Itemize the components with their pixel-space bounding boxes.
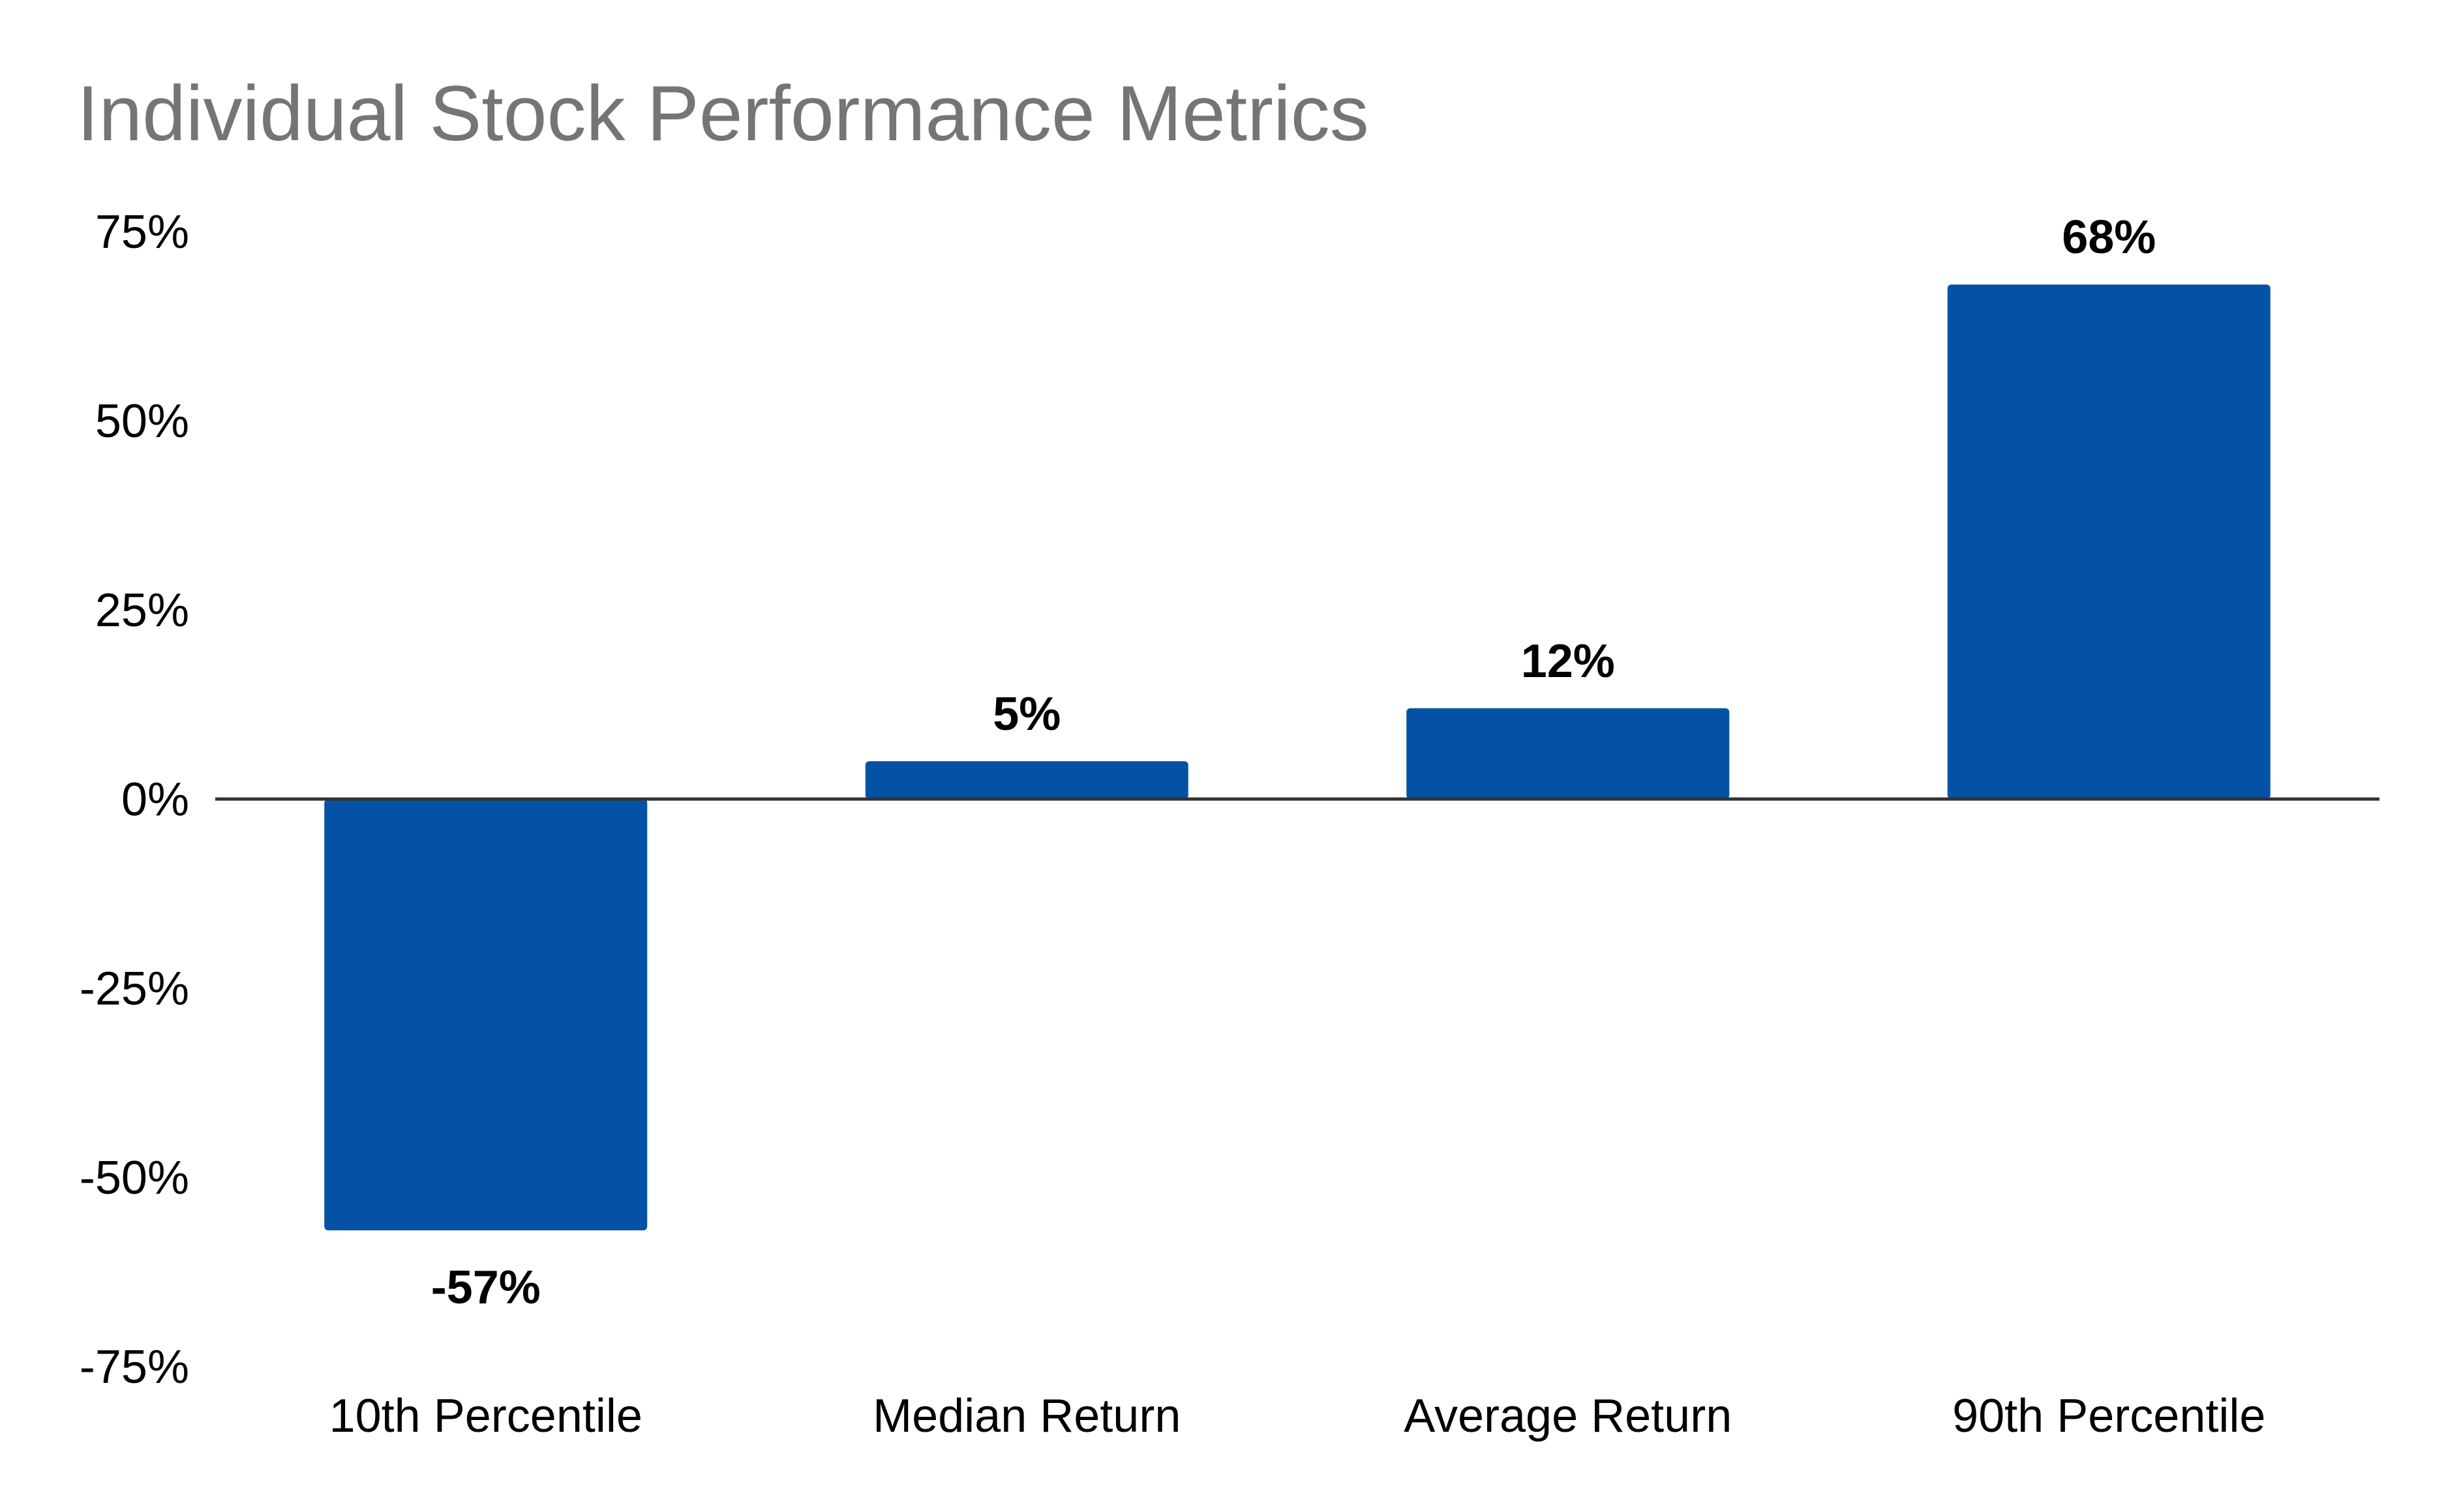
y-tick-label: 25% <box>95 584 189 637</box>
x-tick-label: Average Return <box>1404 1390 1732 1442</box>
chart-title: Individual Stock Performance Metrics <box>77 70 1369 157</box>
x-axis: 10th Percentile Median Return Average Retu… <box>329 1390 2266 1442</box>
y-tick-label: 50% <box>95 395 189 447</box>
y-tick-label: -75% <box>80 1341 189 1393</box>
bars-group <box>324 284 2271 1231</box>
data-labels-group: -57% 5% 12% 68% <box>431 211 2156 1314</box>
data-label: 68% <box>2062 211 2156 264</box>
x-tick-label: 90th Percentile <box>1952 1390 2265 1442</box>
data-label: -57% <box>431 1262 541 1314</box>
bar <box>1947 284 2271 799</box>
y-tick-label: 75% <box>95 206 189 258</box>
y-tick-label: 0% <box>121 774 189 826</box>
x-tick-label: Median Return <box>873 1390 1181 1442</box>
data-label: 5% <box>993 688 1061 740</box>
bar <box>324 799 648 1231</box>
data-label: 12% <box>1521 635 1615 688</box>
y-axis: 75% 50% 25% 0% -25% -50% -75% <box>80 206 189 1393</box>
y-tick-label: -25% <box>80 963 189 1015</box>
bar <box>865 761 1188 799</box>
bar <box>1406 708 1730 799</box>
x-tick-label: 10th Percentile <box>329 1390 642 1442</box>
y-tick-label: -50% <box>80 1152 189 1204</box>
